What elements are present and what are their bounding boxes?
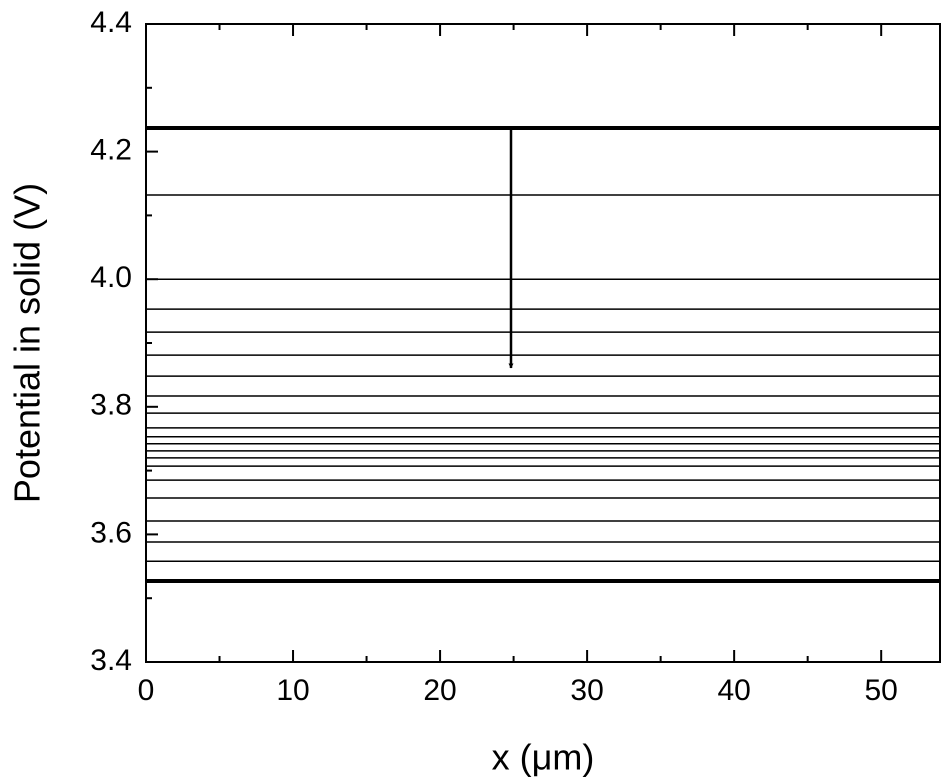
- y-tick-label: 4.4: [90, 6, 132, 39]
- x-axis-title: x (μm): [492, 737, 595, 778]
- y-tick-label: 4.2: [90, 134, 132, 167]
- y-tick-label: 3.8: [90, 389, 132, 422]
- x-tick-label: 40: [717, 674, 750, 707]
- y-tick-label: 4.0: [90, 261, 132, 294]
- y-tick-label: 3.4: [90, 644, 132, 677]
- x-tick-label: 0: [138, 674, 155, 707]
- y-axis-title: Potential in solid (V): [7, 183, 48, 503]
- x-tick-label: 10: [276, 674, 309, 707]
- x-tick-label: 30: [570, 674, 603, 707]
- y-tick-label: 3.6: [90, 516, 132, 549]
- x-tick-label: 50: [864, 674, 897, 707]
- plot-frame: [145, 23, 941, 663]
- x-tick-label: 20: [423, 674, 456, 707]
